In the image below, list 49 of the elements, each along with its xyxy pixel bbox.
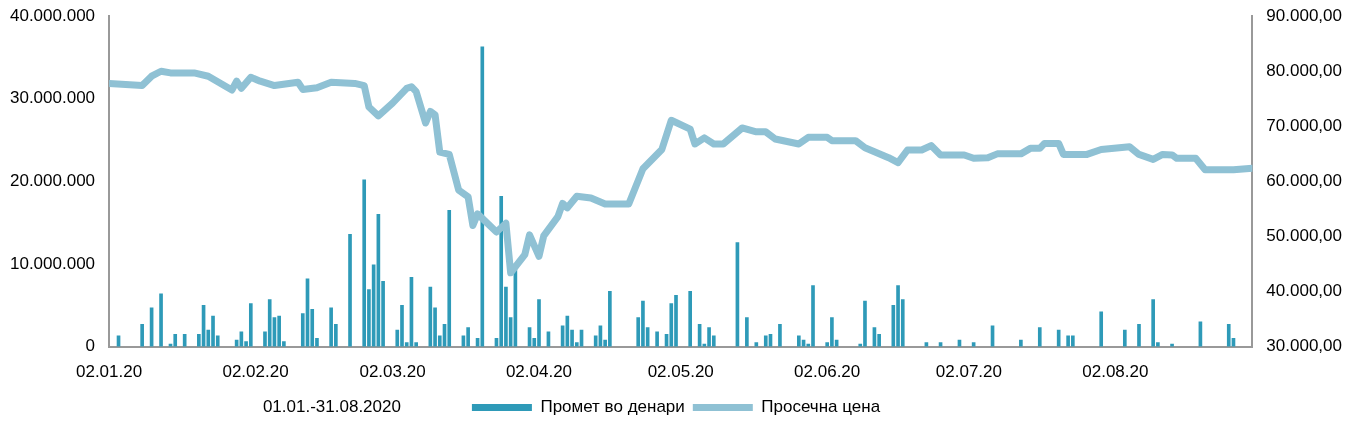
x-tick-label: 02.01.20 bbox=[75, 362, 143, 382]
bar bbox=[447, 209, 452, 347]
bar bbox=[745, 317, 749, 347]
bar bbox=[688, 290, 693, 347]
y2-tick-label: 50.000,00 bbox=[1266, 226, 1343, 246]
x-tick-label: 02.05.20 bbox=[647, 362, 714, 382]
x-tick-label: 02.07.20 bbox=[935, 362, 1003, 382]
bar bbox=[466, 327, 470, 347]
bar bbox=[1099, 311, 1104, 347]
bar bbox=[1137, 323, 1141, 347]
bar bbox=[248, 303, 253, 347]
y-tick-label: 40.000.000 bbox=[9, 5, 96, 25]
bar bbox=[182, 333, 187, 347]
bar bbox=[1037, 327, 1042, 347]
bar bbox=[362, 179, 367, 347]
bar bbox=[499, 195, 504, 347]
x-tick-label: 02.02.20 bbox=[222, 362, 289, 382]
bar bbox=[267, 299, 272, 347]
x-tick-label: 02.06.20 bbox=[794, 362, 861, 382]
bar bbox=[348, 233, 352, 347]
y-tick-label: 30.000.000 bbox=[9, 88, 96, 108]
bar bbox=[1019, 339, 1023, 347]
bar bbox=[173, 333, 178, 347]
bar bbox=[480, 46, 485, 347]
x-tick-label: 02.08.20 bbox=[1082, 362, 1149, 382]
bar bbox=[763, 335, 768, 347]
y2-tick-label: 80.000,00 bbox=[1266, 60, 1343, 80]
y-tick-label: 10.000.000 bbox=[9, 253, 96, 273]
y2-tick-label: 30.000,00 bbox=[1266, 336, 1343, 356]
bar bbox=[159, 293, 163, 347]
bar bbox=[754, 342, 759, 347]
legend-label: Промет во денари bbox=[540, 397, 685, 417]
y2-tick-label: 40.000,00 bbox=[1266, 281, 1343, 301]
bar bbox=[1226, 323, 1231, 347]
y-tick-label: 20.000.000 bbox=[9, 171, 96, 191]
legend-label: Просечна цена bbox=[761, 397, 881, 417]
y2-tick-label: 60.000,00 bbox=[1266, 171, 1343, 191]
bar bbox=[140, 323, 144, 347]
x-tick-label: 02.03.20 bbox=[359, 362, 426, 382]
bar bbox=[1122, 329, 1127, 347]
y2-tick-label: 90.000,00 bbox=[1266, 5, 1343, 25]
bar bbox=[1056, 329, 1061, 347]
y2-tick-label: 70.000,00 bbox=[1266, 116, 1343, 136]
x-tick-label: 02.04.20 bbox=[505, 362, 573, 382]
bar bbox=[797, 335, 801, 347]
bar bbox=[655, 331, 659, 347]
x-axis-title: 01.01.-31.08.2020 bbox=[262, 397, 401, 417]
y-tick-label: 0 bbox=[85, 336, 96, 356]
bar bbox=[778, 323, 782, 347]
